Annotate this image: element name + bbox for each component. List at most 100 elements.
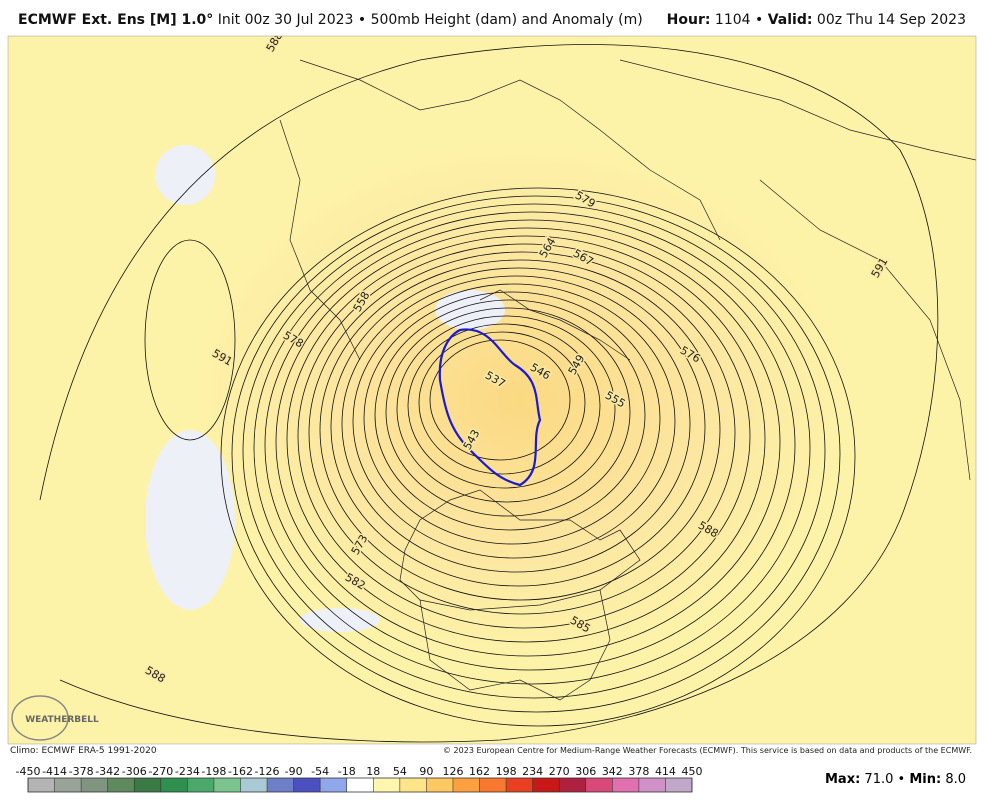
- contour-high: [144, 239, 236, 441]
- color-swatch: [54, 778, 82, 792]
- max-label: Max:: [824, 772, 861, 787]
- color-swatch: [160, 778, 188, 792]
- colorbar-label: -18: [338, 765, 356, 778]
- valid-value: 00z Thu 14 Sep 2023: [816, 12, 966, 28]
- contour-line: [418, 331, 586, 475]
- anomaly-patch: [155, 145, 215, 205]
- colorbar-label: 126: [442, 765, 463, 778]
- contour-line: [220, 187, 856, 727]
- color-swatch: [320, 778, 347, 792]
- colorbar-label: -126: [255, 765, 280, 778]
- contour-line: [319, 259, 721, 601]
- copyright: © 2023 European Centre for Medium-Range …: [443, 746, 972, 755]
- contour-line: [330, 267, 706, 587]
- color-swatch: [240, 778, 268, 792]
- colorbar-label: -342: [95, 765, 120, 778]
- min-label: Min:: [909, 772, 942, 787]
- contour-line: [363, 291, 661, 545]
- valid-info: Hour: 1104 • Valid: 00z Thu 14 Sep 2023: [666, 12, 966, 28]
- color-swatch: [612, 778, 639, 792]
- colorbar-label: -306: [122, 765, 147, 778]
- colorbar-label: 306: [575, 765, 596, 778]
- contour-line: [242, 203, 826, 699]
- colorbar-label: -234: [175, 765, 200, 778]
- colorbar: -450 -414 -378 -342 -306 -270 -234 -198 -162 -126…: [16, 765, 703, 793]
- hour-value: 1104: [714, 12, 751, 28]
- colorbar-label: -162: [228, 765, 253, 778]
- valid-label: Valid:: [767, 12, 813, 28]
- max-min: Max: 71.0 • Min: 8.0: [824, 772, 966, 787]
- color-swatch: [213, 778, 241, 792]
- colorbar-label: 378: [628, 765, 649, 778]
- hour-label: Hour:: [666, 12, 711, 28]
- color-swatch: [134, 778, 161, 792]
- contour-line: [352, 283, 676, 559]
- colorbar-label: -90: [285, 765, 303, 778]
- color-swatch: [293, 778, 321, 792]
- title-bold: ECMWF Ext. Ens [M] 1.0°: [18, 12, 214, 28]
- anomaly-patch: [435, 290, 505, 330]
- contour-line: [374, 299, 646, 531]
- color-swatch: [479, 778, 507, 792]
- color-swatch: [399, 778, 427, 792]
- logo-text: WEATHERBELL: [25, 715, 99, 725]
- colorbar-label: -414: [42, 765, 67, 778]
- color-swatch: [638, 778, 666, 792]
- contour-line: [286, 235, 766, 643]
- colorbar-label: 234: [522, 765, 543, 778]
- contour-line: [231, 195, 841, 713]
- map-frame: [7, 35, 977, 745]
- color-swatch: [585, 778, 613, 792]
- title-rest: Init 00z 30 Jul 2023 • 500mb Height (dam…: [217, 12, 643, 28]
- contour-line: [264, 219, 796, 671]
- contour-line: [429, 339, 571, 461]
- colorbar-label: 342: [602, 765, 623, 778]
- colorbar-label: 18: [366, 765, 380, 778]
- color-swatch: [346, 778, 374, 792]
- contour-line: [297, 243, 751, 629]
- low-contour: [438, 328, 542, 487]
- color-swatch: [665, 778, 692, 792]
- coastlines: [279, 59, 976, 701]
- contour-line: [396, 315, 616, 503]
- colorbar-label: -54: [311, 765, 329, 778]
- contour-line: [385, 307, 631, 517]
- contour-outer: [39, 44, 939, 743]
- color-swatch: [28, 778, 55, 792]
- color-swatch: [81, 778, 108, 792]
- color-swatch: [426, 778, 453, 792]
- color-swatch: [506, 778, 533, 792]
- color-swatch: [532, 778, 560, 792]
- max-value: 71.0: [864, 772, 894, 787]
- color-swatch: [559, 778, 586, 792]
- colorbar-label: 198: [496, 765, 517, 778]
- contour-line: [275, 227, 781, 657]
- contour-line: [407, 323, 601, 489]
- color-swatch: [452, 778, 480, 792]
- contour-line: [253, 211, 811, 685]
- min-value: 8.0: [945, 772, 966, 787]
- color-swatch: [267, 778, 294, 792]
- colorbar-label: 162: [469, 765, 490, 778]
- colorbar-label: 270: [549, 765, 570, 778]
- colorbar-label: -270: [148, 765, 173, 778]
- colorbar-label: -198: [201, 765, 226, 778]
- colorbar-label: 90: [419, 765, 433, 778]
- contour-line: [341, 275, 691, 573]
- colorbar-label: 450: [682, 765, 703, 778]
- title: ECMWF Ext. Ens [M] 1.0° Init 00z 30 Jul …: [18, 12, 643, 28]
- colorbar-label: 54: [393, 765, 407, 778]
- logo-mark: [11, 695, 69, 741]
- height-contours: [220, 187, 856, 727]
- anomaly-patch: [145, 430, 235, 610]
- colorbar-label: -378: [69, 765, 94, 778]
- color-swatch: [107, 778, 135, 792]
- colorbar-label: -450: [16, 765, 41, 778]
- colorbar-label: 414: [655, 765, 676, 778]
- color-swatch: [187, 778, 214, 792]
- color-swatch: [373, 778, 400, 792]
- anomaly-field: [190, 140, 850, 660]
- climo: Climo: ECMWF ERA-5 1991-2020: [10, 746, 157, 756]
- contour-line: [308, 251, 736, 615]
